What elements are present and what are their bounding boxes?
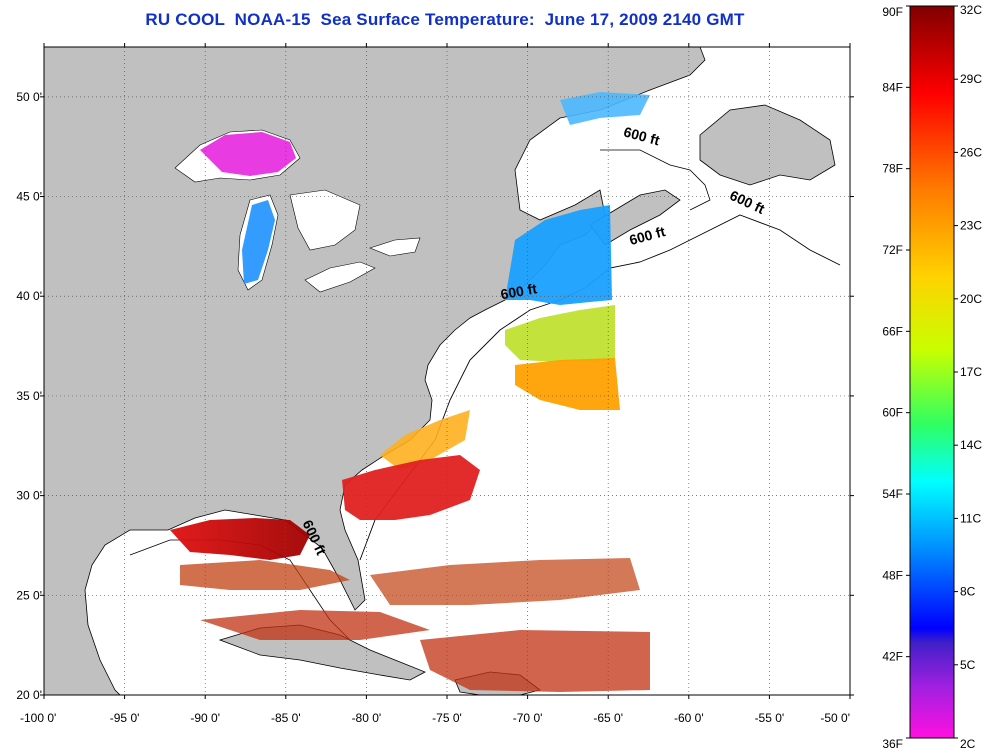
colorbar-label-c: 20C [960, 292, 982, 306]
colorbar-label-c: 5C [960, 658, 976, 672]
colorbar-label-f: 48F [882, 568, 903, 582]
nova-scotia-land [589, 189, 681, 246]
gulf-stlawrence-contour [600, 149, 711, 211]
y-tick-label: 25 0' [16, 588, 42, 602]
colorbar-label-c: 11C [960, 511, 981, 525]
colorbar-label-f: 84F [882, 80, 903, 94]
sst-lake-superior [200, 132, 296, 176]
colorbar-label-f: 90F [882, 5, 903, 19]
x-tick-label: -95 0' [110, 711, 140, 725]
sst-south-streaks-4 [420, 630, 650, 692]
colorbar-label-f: 66F [882, 324, 903, 338]
colorbar-label-c: 2C [960, 737, 976, 751]
colorbar-label-c: 26C [960, 145, 982, 159]
y-tick-label: 30 0' [16, 489, 42, 503]
sst-slope-green [505, 305, 615, 362]
newfoundland-land [699, 104, 836, 186]
sst-gulf-north [170, 518, 310, 560]
sst-south-streaks-3 [200, 610, 430, 640]
colorbar-label-c: 23C [960, 219, 982, 233]
sst-scotian-shelf [560, 92, 650, 125]
sst-gulf-of-maine [505, 205, 612, 305]
sst-gulf-stream-orange [515, 358, 620, 410]
chart-title: RU COOL NOAA-15 Sea Surface Temperature:… [145, 10, 745, 29]
y-tick-label: 50 0' [16, 90, 42, 104]
colorbar-label-f: 78F [882, 162, 903, 176]
map-layers [44, 47, 841, 695]
colorbar-label-f: 42F [882, 650, 903, 664]
x-tick-label: -50 0' [820, 711, 850, 725]
x-tick-label: -85 0' [271, 711, 301, 725]
sst-carolina-coast [380, 410, 470, 470]
y-tick-label: 45 0' [16, 190, 42, 204]
colorbar [909, 5, 955, 739]
x-tick-label: -100 0' [20, 711, 56, 725]
x-tick-label: -90 0' [190, 711, 220, 725]
colorbar-label-f: 60F [882, 406, 903, 420]
y-axis: 20 0' 25 0' 30 0' 35 0' 40 0' 45 0' 50 0' [16, 90, 854, 702]
colorbar-label-f: 36F [882, 737, 903, 751]
colorbar-fahrenheit-labels: 90F 84F 78F 72F 66F 60F 54F 48F 42F 36F [882, 5, 910, 751]
x-tick-label: -70 0' [513, 711, 543, 725]
colorbar-label-c: 14C [960, 438, 982, 452]
x-axis: -100 0' -95 0' -90 0' -85 0' -80 0' -75 0' -70… [20, 43, 851, 725]
y-tick-label: 40 0' [16, 289, 42, 303]
colorbar-label-c: 29C [960, 72, 982, 86]
colorbar-label-f: 54F [882, 487, 903, 501]
colorbar-label-f: 72F [882, 243, 903, 257]
x-tick-label: -65 0' [593, 711, 623, 725]
sst-south-streaks-2 [370, 558, 640, 605]
lake-huron [289, 189, 361, 251]
y-tick-label: 35 0' [16, 389, 42, 403]
sst-lake-michigan [242, 200, 275, 284]
x-tick-label: -60 0' [674, 711, 704, 725]
x-tick-label: -75 0' [432, 711, 462, 725]
y-tick-label: 20 0' [16, 688, 42, 702]
x-tick-label: -80 0' [352, 711, 382, 725]
lake-ontario [369, 237, 421, 257]
colorbar-label-c: 17C [960, 365, 982, 379]
contour-label: 600 ft [499, 280, 538, 302]
colorbar-label-c: 32C [960, 3, 982, 17]
sst-florida-atlantic [342, 455, 480, 520]
colorbar-label-c: 8C [960, 585, 976, 599]
colorbar-celsius-labels: 32C 29C 26C 23C 20C 17C 14C 11C 8C 5C 2C [954, 3, 982, 751]
sst-south-streaks-1 [180, 560, 350, 590]
lake-erie [304, 261, 376, 293]
x-tick-label: -55 0' [755, 711, 785, 725]
